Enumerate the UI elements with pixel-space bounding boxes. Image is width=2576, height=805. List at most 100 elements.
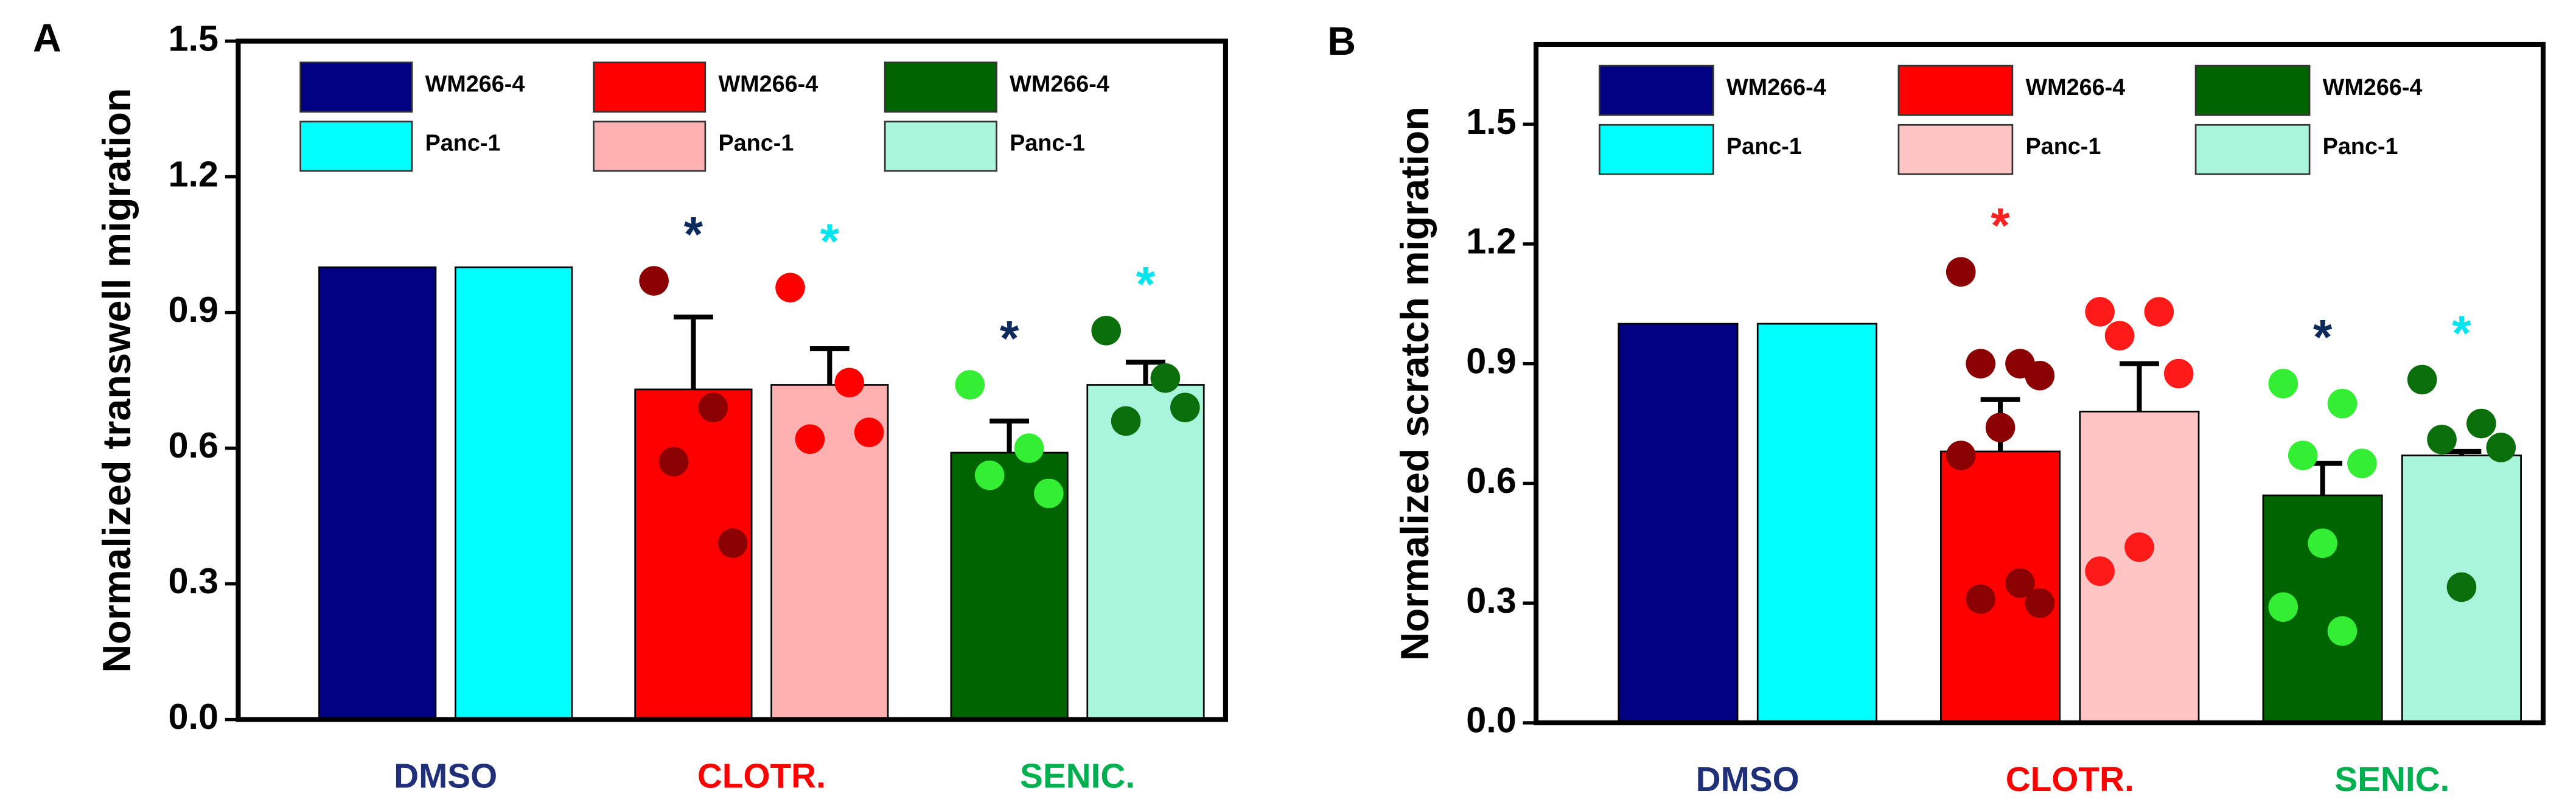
category-label: SENIC. [2334, 761, 2449, 799]
data-point [2486, 433, 2516, 462]
data-point [2446, 572, 2477, 602]
error-bar [674, 314, 713, 389]
bar [1940, 450, 2061, 724]
legend-label: Panc-1 [2323, 134, 2398, 159]
y-tick-label: 0.3 [1466, 580, 1517, 621]
panel: B Normalized scratch migration 0.0 0.3 0.6 0.… [1327, 19, 2546, 799]
legend-swatch [593, 61, 707, 113]
bar [1756, 322, 1877, 724]
category-label: CLOTR. [2006, 761, 2134, 799]
data-point [698, 392, 728, 422]
data-point [854, 417, 884, 447]
y-tick-label: 0.9 [169, 289, 219, 330]
y-tick-label: 1.5 [169, 18, 219, 58]
legend-swatch [884, 61, 997, 113]
data-point [2327, 388, 2358, 419]
legend-label: WM266-4 [1010, 71, 1109, 97]
data-point [2124, 532, 2154, 562]
legend-swatch [593, 120, 707, 172]
legend-swatch [299, 61, 413, 113]
data-point [1966, 584, 1995, 614]
category-label: DMSO [1696, 761, 1799, 799]
legend-label: Panc-1 [1726, 134, 1802, 159]
data-point [1091, 315, 1122, 346]
legend-label: WM266-4 [2025, 75, 2125, 100]
legend-swatch [299, 120, 413, 172]
y-axis-label: Normalized scratch migration [1392, 106, 1437, 661]
y-tick-label: 0.0 [169, 696, 219, 737]
data-point [2005, 568, 2035, 598]
data-point [1985, 413, 2016, 442]
error-bar [809, 346, 850, 385]
legend-label: WM266-4 [425, 71, 525, 97]
legend-label: Panc-1 [1010, 131, 1085, 156]
y-tick-label: 1.2 [169, 153, 219, 194]
data-point [1111, 406, 1141, 436]
category-label: SENIC. [1020, 758, 1135, 796]
data-point [2085, 556, 2115, 586]
y-tick-label: 1.5 [1466, 101, 1517, 142]
data-point [2268, 369, 2299, 399]
plot-frame [1534, 41, 2546, 725]
data-point [2288, 441, 2318, 470]
data-point [1170, 392, 1200, 422]
significance-mark: * [2313, 310, 2333, 365]
legend-swatch [1599, 64, 1714, 116]
data-point [1966, 349, 1995, 378]
bar [455, 266, 573, 720]
error-bar [2120, 361, 2159, 412]
y-tick-label: 0.9 [1466, 340, 1517, 381]
data-point [639, 266, 669, 296]
y-tick-label: 1.2 [1466, 221, 1517, 262]
legend-swatch [1897, 64, 2014, 116]
data-point [775, 273, 805, 302]
legend-label: WM266-4 [1726, 75, 1826, 100]
data-point [2025, 588, 2055, 618]
significance-mark: * [1991, 198, 2010, 253]
legend-label: WM266-4 [718, 71, 818, 97]
legend-swatch [1599, 124, 1714, 175]
data-point [2104, 321, 2135, 351]
data-point [2327, 616, 2358, 646]
data-point [1034, 478, 1064, 509]
y-tick-label: 0.6 [169, 425, 219, 465]
legend-label: WM266-4 [2323, 75, 2423, 100]
category-label: DMSO [394, 758, 497, 796]
significance-mark: * [1000, 312, 1019, 366]
bar [318, 266, 437, 720]
legend-swatch [2194, 124, 2311, 175]
legend-swatch [884, 120, 997, 172]
data-point [834, 368, 864, 398]
data-point [974, 460, 1005, 490]
data-point [658, 447, 689, 477]
bar [1086, 384, 1205, 720]
data-point [2268, 592, 2299, 622]
y-tick-label: 0.6 [1466, 460, 1517, 501]
data-point [2085, 297, 2115, 327]
data-point [2144, 297, 2174, 327]
data-point [2407, 364, 2437, 395]
significance-mark: * [684, 207, 703, 262]
legend-swatch [1897, 124, 2014, 175]
data-point [2427, 424, 2457, 455]
data-point [1946, 257, 1976, 287]
significance-mark: * [2452, 306, 2471, 361]
panel-label: B [1327, 19, 1356, 63]
data-point [1014, 433, 1044, 463]
panel: A Normalized transwell migration 0.0 0.3 0.6… [33, 16, 1228, 796]
data-point [717, 528, 748, 558]
y-axis-label: Normalized transwell migration [94, 88, 139, 672]
data-point [2347, 448, 2377, 478]
significance-mark: * [1136, 257, 1156, 312]
data-point [2308, 528, 2337, 559]
significance-mark: * [820, 214, 840, 269]
y-tick-label: 0.0 [1466, 700, 1517, 741]
legend-label: Panc-1 [425, 131, 501, 156]
legend-label: Panc-1 [2025, 134, 2101, 159]
data-point [2025, 361, 2055, 391]
plot-frame [236, 38, 1228, 722]
data-point [2163, 358, 2194, 389]
y-tick-label: 0.3 [169, 560, 219, 601]
legend-label: Panc-1 [718, 131, 794, 156]
